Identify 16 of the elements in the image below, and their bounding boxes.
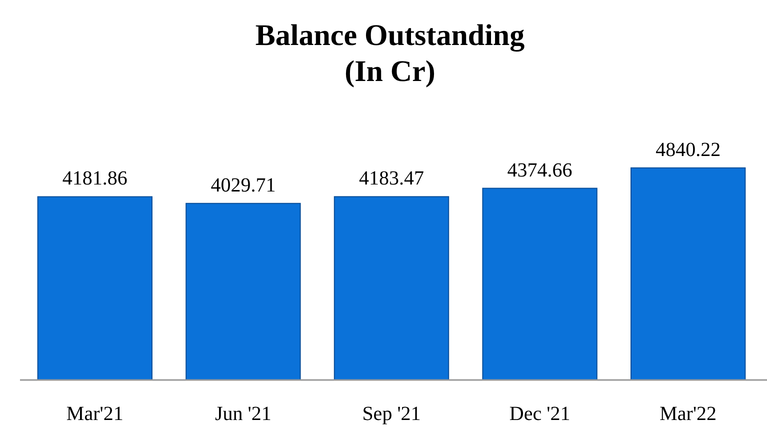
data-label: 4181.86: [62, 168, 128, 190]
bar: [186, 202, 301, 380]
x-tick-label: Sep '21: [362, 403, 421, 425]
bar: [482, 188, 598, 380]
bar: [334, 196, 450, 380]
data-label: 4374.66: [507, 159, 572, 182]
x-tick-label: Dec '21: [509, 403, 570, 425]
x-tick-label: Jun '21: [215, 403, 272, 425]
data-label: 4029.71: [210, 174, 276, 196]
data-label: 4840.22: [656, 138, 721, 161]
x-tick-label: Mar'21: [66, 403, 124, 425]
bar: [630, 167, 746, 380]
bar: [37, 196, 152, 380]
data-label: 4183.47: [359, 168, 424, 190]
x-tick-label: Mar'22: [660, 403, 717, 425]
chart-title: Balance Outstanding (In Cr): [255, 19, 525, 88]
